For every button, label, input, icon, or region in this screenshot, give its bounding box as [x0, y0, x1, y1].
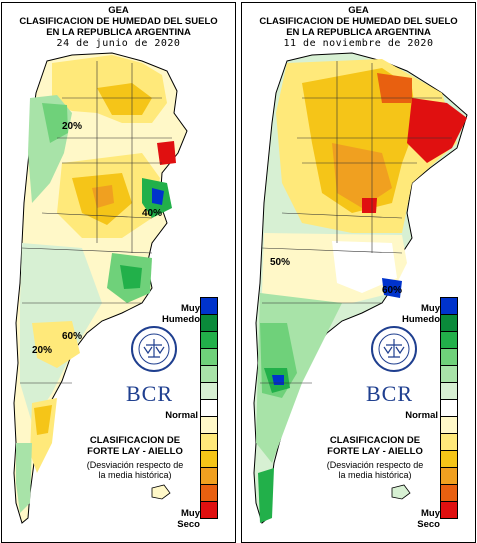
title-line-1: CLASIFICACION DE HUMEDAD DEL SUELO: [259, 16, 458, 27]
province-borders: [260, 61, 452, 384]
legend-swatch: [440, 348, 458, 365]
region-deep-south-green: [258, 468, 274, 523]
malvinas-islands: [391, 484, 411, 500]
legend-swatch: [200, 484, 218, 501]
legend-swatch: [200, 365, 218, 382]
legend-swatch: [200, 416, 218, 433]
legend-swatch: [440, 382, 458, 399]
map-panel-november: GEA CLASIFICACION DE HUMEDAD DEL SUELO E…: [241, 2, 476, 543]
classification-title: CLASIFICACION DE FORTE LAY - AIELLO: [80, 435, 190, 457]
region-center-orange-2: [92, 185, 114, 208]
isoline-label: 20%: [62, 121, 83, 132]
region-ba-green-2: [120, 265, 142, 289]
legend-swatch: [440, 467, 458, 484]
isoline-label: 50%: [270, 257, 291, 268]
legend-swatch: [200, 382, 218, 399]
legend-swatch: [200, 467, 218, 484]
legend-wet-line-2: Humedo: [402, 314, 440, 325]
region-west-green-2: [42, 103, 68, 143]
legend-wet-line-2: Humedo: [162, 314, 200, 325]
legend-swatch: [440, 331, 458, 348]
classification-note: (Desviación respecto de la media históri…: [80, 460, 190, 480]
region-south-green: [16, 443, 32, 513]
legend-wet-label: Muy Humedo: [402, 303, 440, 325]
org-label: GEA: [348, 5, 369, 16]
region-nw-orange: [377, 73, 412, 103]
legend-dry-line-2: Seco: [417, 519, 440, 530]
isoline-label: 20%: [32, 345, 53, 356]
legend-swatch: [440, 365, 458, 382]
map-header: GEA CLASIFICACION DE HUMEDAD DEL SUELO E…: [2, 5, 235, 49]
region-ne-red: [407, 98, 467, 163]
isoline-label: 40%: [142, 208, 163, 219]
legend-dry-label: Muy Seco: [402, 508, 440, 530]
malvinas-islands: [151, 484, 171, 500]
classification-note-1: (Desviación respecto de: [326, 460, 424, 470]
map-panel-june: GEA CLASIFICACION DE HUMEDAD DEL SUELO E…: [1, 2, 236, 543]
region-north-orange: [97, 83, 152, 115]
legend-swatch: [200, 297, 218, 314]
title-line-2: EN LA REPUBLICA ARGENTINA: [46, 27, 191, 38]
classification-line-2: FORTE LAY - AIELLO: [327, 446, 423, 457]
legend-swatch: [200, 348, 218, 365]
legend-swatch: [440, 433, 458, 450]
moisture-legend: [440, 297, 458, 519]
legend-swatch: [440, 297, 458, 314]
region-north-deep-orange: [332, 143, 392, 208]
title-line-1: CLASIFICACION DE HUMEDAD DEL SUELO: [19, 16, 218, 27]
legend-wet-line-1: Muy: [181, 303, 200, 314]
legend-swatch: [200, 433, 218, 450]
legend-wet-line-1: Muy: [421, 303, 440, 314]
classification-note-2: la media histórica): [338, 470, 412, 480]
legend-dry-line-1: Muy: [421, 508, 440, 519]
classification-note-2: la media histórica): [98, 470, 172, 480]
argentina-soil-moisture-map-november: [253, 52, 468, 524]
legend-swatch: [440, 501, 458, 519]
classification-note: (Desviación respecto de la media históri…: [320, 460, 430, 480]
title-line-2: EN LA REPUBLICA ARGENTINA: [286, 27, 431, 38]
region-south-orange: [34, 405, 52, 435]
classification-note-1: (Desviación respecto de: [86, 460, 184, 470]
legend-normal-label: Normal: [165, 410, 198, 421]
bcr-logo-text: BCR: [126, 381, 174, 406]
map-date: 24 de junio de 2020: [56, 38, 181, 49]
legend-swatch: [200, 331, 218, 348]
legend-swatch: [440, 484, 458, 501]
legend-swatch: [440, 314, 458, 331]
legend-swatch: [440, 416, 458, 433]
legend-swatch: [200, 450, 218, 467]
legend-swatch: [200, 399, 218, 416]
moisture-legend: [200, 297, 218, 519]
isoline-label: 60%: [382, 285, 403, 296]
region-ne-red: [157, 141, 176, 165]
legend-swatch: [440, 399, 458, 416]
legend-wet-label: Muy Humedo: [162, 303, 200, 325]
legend-dry-line-1: Muy: [181, 508, 200, 519]
bcr-seal-icon: [371, 326, 417, 372]
legend-normal-label: Normal: [405, 410, 438, 421]
region-center-white: [332, 241, 397, 293]
region-south-very-wet: [272, 375, 284, 385]
bcr-logo-text: BCR: [366, 381, 414, 406]
legend-swatch: [200, 501, 218, 519]
region-patagonia-yellow: [32, 321, 80, 368]
map-date: 11 de noviembre de 2020: [283, 38, 434, 49]
legend-swatch: [440, 450, 458, 467]
legend-dry-label: Muy Seco: [162, 508, 200, 530]
classification-title: CLASIFICACION DE FORTE LAY - AIELLO: [320, 435, 430, 457]
classification-line-1: CLASIFICACION DE: [89, 435, 181, 446]
region-center-red: [362, 198, 377, 213]
classification-line-1: CLASIFICACION DE: [329, 435, 421, 446]
bcr-seal-icon: [131, 326, 177, 372]
argentina-soil-moisture-map-june: [13, 52, 188, 524]
isoline-label: 60%: [62, 331, 83, 342]
legend-swatch: [200, 314, 218, 331]
map-header: GEA CLASIFICACION DE HUMEDAD DEL SUELO E…: [242, 5, 475, 49]
org-label: GEA: [108, 5, 129, 16]
legend-dry-line-2: Seco: [177, 519, 200, 530]
classification-line-2: FORTE LAY - AIELLO: [87, 446, 183, 457]
province-borders: [20, 61, 172, 384]
region-east-wet: [382, 278, 402, 298]
region-east-very-wet: [152, 188, 164, 205]
